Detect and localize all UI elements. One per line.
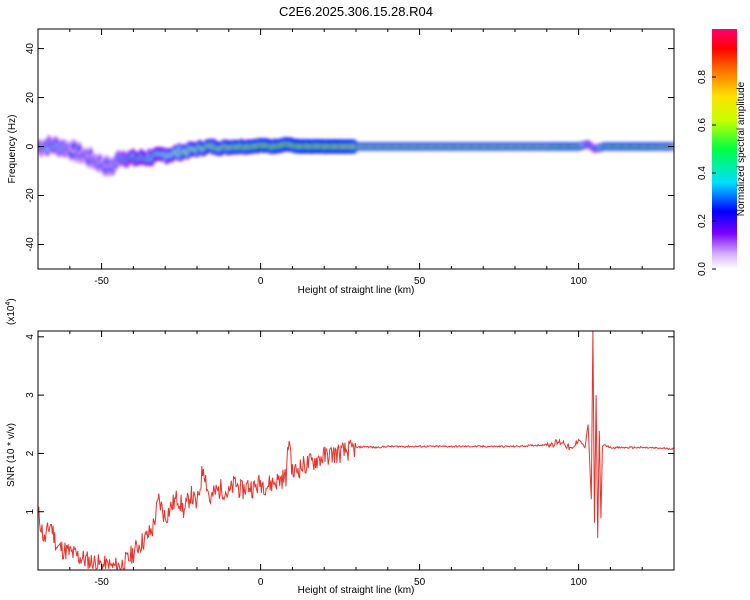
snr-ytick-label: 3 xyxy=(25,392,36,398)
colorbar-label: Normalized spectral amplitude xyxy=(736,81,747,216)
spectrogram-xtick-label: 100 xyxy=(570,276,587,287)
snr-ticks: -50 0 50 100 1 2 3 4 xyxy=(25,331,675,588)
snr-series-line xyxy=(38,331,674,570)
spectrogram-xtick-label: 0 xyxy=(258,276,264,287)
colorbar-tick-label: 0.0 xyxy=(697,262,708,276)
colorbar-tick-label: 0.4 xyxy=(697,166,708,180)
spectrogram-blobs xyxy=(38,135,674,177)
spectrogram-xtick-label: -50 xyxy=(94,276,109,287)
spectrogram-ytick-label: -20 xyxy=(25,188,36,203)
snr-ytick-label: 2 xyxy=(25,450,36,456)
colorbar-tick-label: 0.2 xyxy=(697,214,708,228)
colorbar-tick-label: 0.8 xyxy=(697,70,708,84)
spectrogram-ylabel: Frequency (Hz) xyxy=(7,115,18,184)
snr-ytick-label: 4 xyxy=(25,334,36,340)
spectrogram-xlabel: Height of straight line (km) xyxy=(298,285,415,296)
snr-multiplier-exp: 4 xyxy=(5,302,12,306)
snr-xtick-label: 50 xyxy=(414,577,426,588)
spectrogram-core xyxy=(69,152,74,156)
spectrogram-ytick-label: -40 xyxy=(25,237,36,252)
spectrogram-xtick-label: 50 xyxy=(414,276,426,287)
colorbar-gradient xyxy=(712,29,737,269)
chart-title: C2E6.2025.306.15.28.R04 xyxy=(279,4,433,19)
snr-xtick-label: 0 xyxy=(258,577,264,588)
snr-multiplier: (x104) xyxy=(5,298,17,325)
spectrogram-ytick-label: 40 xyxy=(25,43,36,55)
snr-multiplier-close: ) xyxy=(6,298,17,301)
snr-xlabel: Height of straight line (km) xyxy=(298,585,415,596)
spectrogram-core xyxy=(77,147,82,151)
colorbar: 0.0 0.2 0.4 0.6 0.8 Normalized spectral ampl… xyxy=(697,29,747,276)
snr-panel: -50 0 50 100 1 2 3 4 Height of straight line (k… xyxy=(5,298,675,596)
snr-multiplier-base: (x10 xyxy=(6,305,17,325)
spectrogram-marks xyxy=(38,135,674,177)
snr-xtick-label: 100 xyxy=(570,577,587,588)
spectrogram-core xyxy=(72,144,77,148)
spectrogram-ytick-label: 0 xyxy=(25,143,36,149)
snr-ylabel: SNR (10 * v/v) xyxy=(6,423,17,487)
spectrogram-panel: -50 0 50 100 -40 -20 0 20 40 Height of straight … xyxy=(7,28,675,296)
colorbar-ticks: 0.0 0.2 0.4 0.6 0.8 xyxy=(697,70,716,276)
colorbar-tick-label: 0.6 xyxy=(697,118,708,132)
snr-xtick-label: -50 xyxy=(94,577,109,588)
snr-frame xyxy=(37,330,675,571)
snr-ytick-label: 1 xyxy=(25,508,36,514)
spectrogram-ticks: -50 0 50 100 -40 -20 0 20 40 xyxy=(25,29,675,287)
spectrogram-ytick-label: 20 xyxy=(25,92,36,104)
